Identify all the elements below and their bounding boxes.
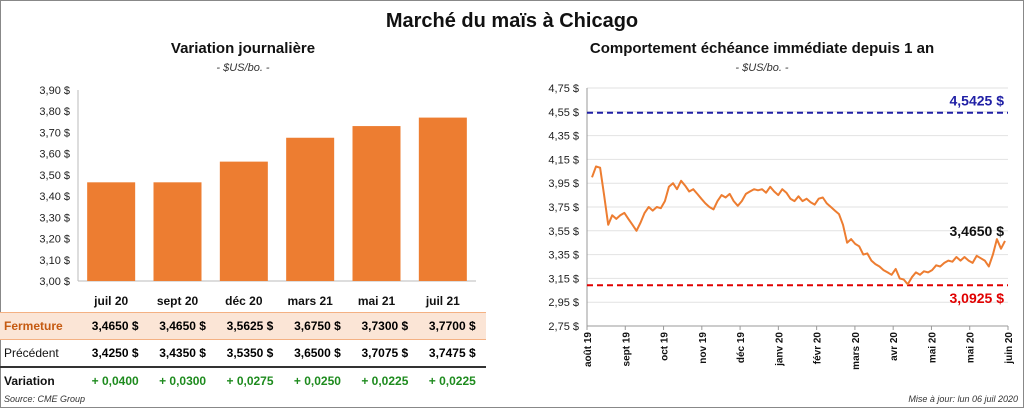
table-cell: 3,5350 $ bbox=[216, 339, 284, 368]
table-cell: 3,6500 $ bbox=[283, 339, 352, 368]
bar bbox=[87, 182, 136, 281]
table-cell: 3,7300 $ bbox=[351, 312, 419, 340]
bar bbox=[286, 137, 335, 281]
y-tick-label: 3,55 $ bbox=[548, 226, 579, 238]
y-tick-label: 4,75 $ bbox=[548, 83, 579, 95]
bar-chart-units: - $US/bo. - bbox=[216, 62, 270, 74]
x-tick-label: mai 21 bbox=[358, 294, 396, 308]
y-tick-label: 2,75 $ bbox=[548, 321, 579, 333]
x-tick-label: mai 20 bbox=[927, 332, 938, 364]
table-cell: + 0,0225 bbox=[428, 374, 476, 388]
table-cell: + 0,0225 bbox=[361, 374, 409, 388]
bar bbox=[352, 126, 401, 281]
bar bbox=[219, 161, 268, 281]
x-tick-label: juin 20 bbox=[1004, 332, 1015, 365]
line-chart: 2,75 $ 2,95 $ 3,15 $ 3,35 $ 3,55 $ 3,75 $ 3,95… bbox=[548, 83, 1015, 370]
y-tick-label: 4,55 $ bbox=[548, 107, 579, 119]
table-cell: + 0,0275 bbox=[226, 374, 274, 388]
x-tick-label: déc 19 bbox=[736, 332, 747, 364]
y-tick-label: 3,60 $ bbox=[39, 149, 70, 161]
update-note: Mise à jour: lun 06 juil 2020 bbox=[908, 394, 1018, 404]
y-tick-label: 2,95 $ bbox=[548, 297, 579, 309]
source-note: Source: CME Group bbox=[4, 394, 86, 404]
y-tick-label: 3,20 $ bbox=[39, 234, 70, 246]
page-title: Marché du maïs à Chicago bbox=[385, 10, 639, 32]
x-tick-label: déc 20 bbox=[225, 294, 263, 308]
y-tick-label: 3,80 $ bbox=[39, 106, 70, 118]
y-tick-label: 4,15 $ bbox=[548, 154, 579, 166]
y-tick-label: 3,15 $ bbox=[548, 273, 579, 285]
reference-label: 3,0925 $ bbox=[950, 290, 1005, 306]
y-tick-label: 3,75 $ bbox=[548, 202, 579, 214]
y-tick-label: 3,50 $ bbox=[39, 170, 70, 182]
row-label: Précédent bbox=[0, 339, 82, 368]
table-cell: + 0,0400 bbox=[91, 374, 139, 388]
y-tick-label: 3,40 $ bbox=[39, 191, 70, 203]
x-tick-label: avr 20 bbox=[889, 332, 900, 361]
row-label: Fermeture bbox=[0, 312, 82, 340]
bar-chart-title: Variation journalière bbox=[170, 40, 316, 57]
x-tick-label: juil 21 bbox=[425, 294, 460, 308]
bar bbox=[418, 117, 467, 281]
x-tick-label: juil 20 bbox=[93, 294, 128, 308]
table-cell: 3,7475 $ bbox=[418, 339, 486, 368]
price-table: Fermeture 3,4650 $ 3,4650 $ 3,5625 $ 3,6… bbox=[0, 312, 486, 394]
table-cell: 3,7075 $ bbox=[351, 339, 419, 368]
y-tick-label: 3,35 $ bbox=[548, 250, 579, 262]
x-tick-label: sept 20 bbox=[157, 294, 199, 308]
y-tick-label: 3,30 $ bbox=[39, 212, 70, 224]
table-cell: 3,6750 $ bbox=[283, 312, 352, 340]
table-cell: 3,5625 $ bbox=[216, 312, 284, 340]
y-tick-label: 3,10 $ bbox=[39, 255, 70, 267]
table-cell: 3,4650 $ bbox=[81, 312, 149, 340]
y-tick-label: 3,95 $ bbox=[548, 178, 579, 190]
table-row-variation: Variation + 0,0400 + 0,0300 + 0,0275 + 0… bbox=[0, 367, 486, 394]
bar-chart: 3,00 $ 3,10 $ 3,20 $ 3,30 $ 3,40 $ 3,50 $ 3,60… bbox=[39, 85, 476, 308]
reference-label: 4,5425 $ bbox=[950, 93, 1005, 109]
y-tick-label: 3,70 $ bbox=[39, 127, 70, 139]
x-tick-label: oct 19 bbox=[660, 332, 671, 361]
x-tick-label: sept 19 bbox=[621, 332, 632, 367]
x-tick-label: févr 20 bbox=[813, 332, 824, 365]
table-cell: 3,4250 $ bbox=[81, 339, 149, 368]
line-chart-units: - $US/bo. - bbox=[735, 62, 789, 74]
row-label: Variation bbox=[4, 374, 55, 388]
table-cell: + 0,0250 bbox=[293, 374, 341, 388]
x-tick-label: mars 20 bbox=[851, 332, 862, 370]
last-price-label: 3,4650 $ bbox=[950, 223, 1005, 239]
y-tick-label: 4,35 $ bbox=[548, 131, 579, 143]
table-cell: 3,4650 $ bbox=[148, 312, 217, 340]
table-row-previous: Précédent 3,4250 $ 3,4350 $ 3,5350 $ 3,6… bbox=[0, 339, 486, 368]
x-tick-label: mars 21 bbox=[287, 294, 333, 308]
bar bbox=[153, 182, 202, 281]
table-cell: 3,7700 $ bbox=[418, 312, 486, 340]
table-cell: 3,4350 $ bbox=[148, 339, 217, 368]
table-cell: + 0,0300 bbox=[159, 374, 207, 388]
x-tick-label: mai 20 bbox=[966, 332, 977, 364]
table-row-close: Fermeture 3,4650 $ 3,4650 $ 3,5625 $ 3,6… bbox=[0, 312, 486, 340]
y-tick-label: 3,00 $ bbox=[39, 276, 70, 288]
x-tick-label: janv 20 bbox=[774, 332, 785, 367]
price-series-line bbox=[591, 165, 1006, 286]
line-chart-title: Comportement échéance immédiate depuis 1… bbox=[589, 40, 935, 57]
y-tick-label: 3,90 $ bbox=[39, 85, 70, 97]
x-tick-label: août 19 bbox=[583, 332, 594, 367]
x-tick-label: nov 19 bbox=[698, 332, 709, 364]
